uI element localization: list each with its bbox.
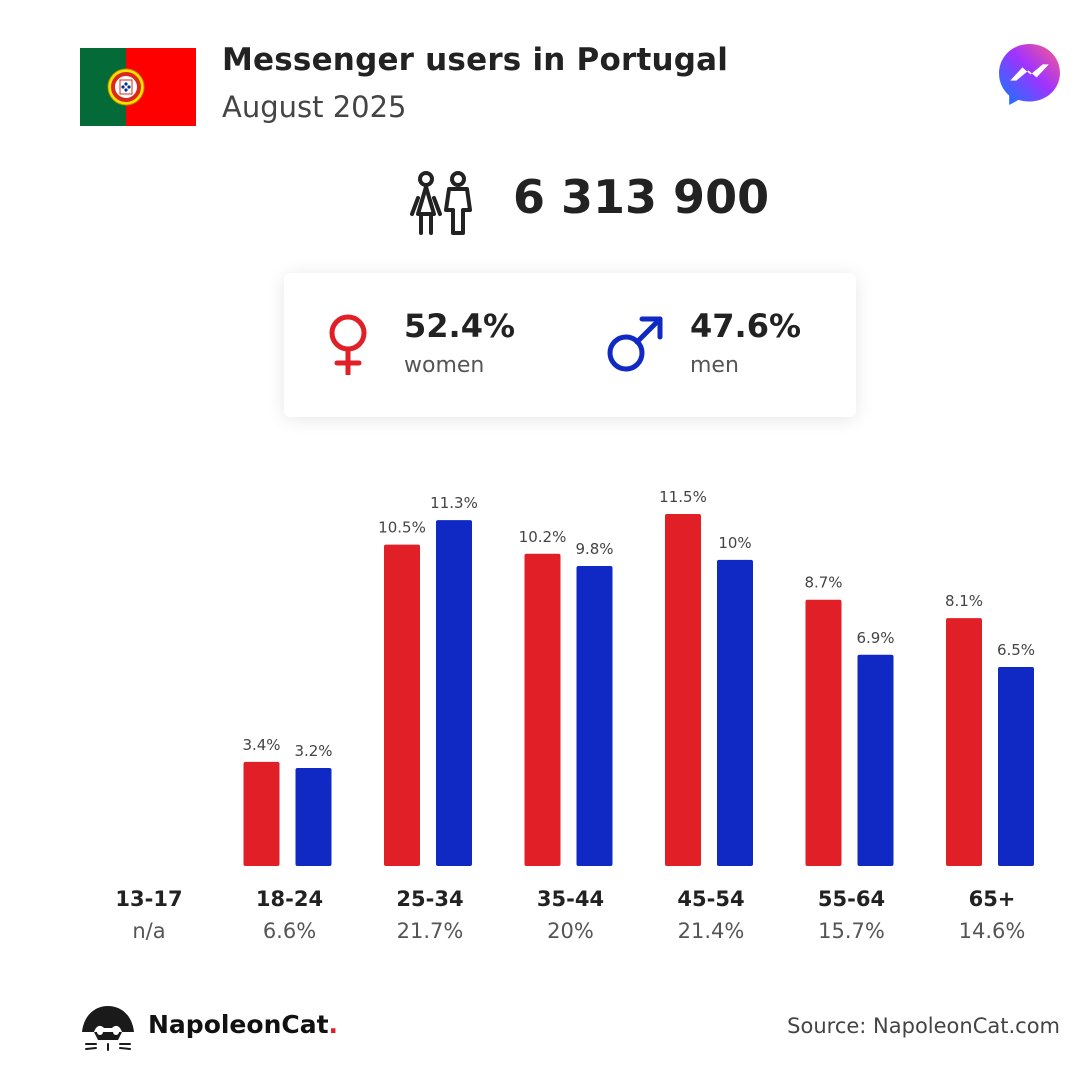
brand-name: NapoleonCat.: [148, 1010, 339, 1039]
gender-split-card: 52.4% women 47.6% men: [284, 273, 856, 417]
bar-label-women-35-44: 10.2%: [519, 528, 567, 546]
bar-women-45-54: [665, 514, 701, 866]
age-group-total: 21.7%: [397, 919, 464, 943]
age-group-total: 21.4%: [678, 919, 745, 943]
bar-women-55-64: [805, 599, 842, 866]
bar-label-women-45-54: 11.5%: [659, 488, 707, 506]
bar-label-women-25-34: 10.5%: [378, 519, 426, 537]
people-icon: [410, 171, 472, 235]
male-symbol-icon: [607, 316, 663, 372]
bar-label-men-65+: 6.5%: [997, 641, 1035, 659]
bar-men-45-54: [717, 559, 753, 866]
bar-men-55-64: [857, 654, 894, 866]
age-group-total: 20%: [547, 919, 594, 943]
men-percentage: 47.6%: [690, 307, 802, 345]
age-group-label: 25-34: [396, 887, 463, 911]
age-group-label: 35-44: [537, 887, 604, 911]
bar-label-men-18-24: 3.2%: [294, 742, 332, 760]
age-group-label: 45-54: [677, 887, 744, 911]
bar-label-women-18-24: 3.4%: [242, 736, 280, 754]
women-label: women: [404, 353, 485, 378]
source-note: Source: NapoleonCat.com: [787, 1014, 1060, 1038]
bar-label-women-65+: 8.1%: [945, 592, 983, 610]
age-group-total: 6.6%: [263, 919, 316, 943]
page-subtitle: August 2025: [222, 90, 407, 124]
age-group-label: 65+: [969, 887, 1016, 911]
bar-label-men-45-54: 10%: [718, 534, 751, 552]
bar-label-women-55-64: 8.7%: [804, 574, 842, 592]
total-users-value: 6 313 900: [513, 170, 770, 224]
female-symbol-icon: [329, 314, 367, 375]
age-group-total: n/a: [132, 919, 165, 943]
bar-men-25-34: [436, 520, 472, 866]
bar-women-18-24: [243, 761, 280, 866]
men-label: men: [690, 353, 739, 378]
age-group-label: 18-24: [256, 887, 323, 911]
bar-label-men-25-34: 11.3%: [430, 494, 478, 512]
portugal-flag-icon: [80, 48, 196, 126]
messenger-icon: [999, 44, 1060, 105]
bar-men-65+: [998, 667, 1034, 866]
page-title: Messenger users in Portugal: [222, 42, 729, 78]
bar-women-25-34: [384, 544, 420, 866]
bar-men-35-44: [576, 566, 613, 866]
age-group-total: 14.6%: [959, 919, 1026, 943]
women-percentage: 52.4%: [404, 307, 516, 345]
age-group-total: 15.7%: [818, 919, 885, 943]
bar-women-65+: [946, 618, 982, 866]
bar-women-35-44: [524, 553, 561, 866]
age-group-label: 13-17: [115, 887, 182, 911]
bar-label-men-55-64: 6.9%: [856, 629, 894, 647]
bar-label-men-35-44: 9.8%: [575, 540, 613, 558]
age-group-label: 55-64: [818, 887, 885, 911]
napoleoncat-logo-icon: [82, 1006, 134, 1051]
bar-men-18-24: [295, 768, 332, 866]
